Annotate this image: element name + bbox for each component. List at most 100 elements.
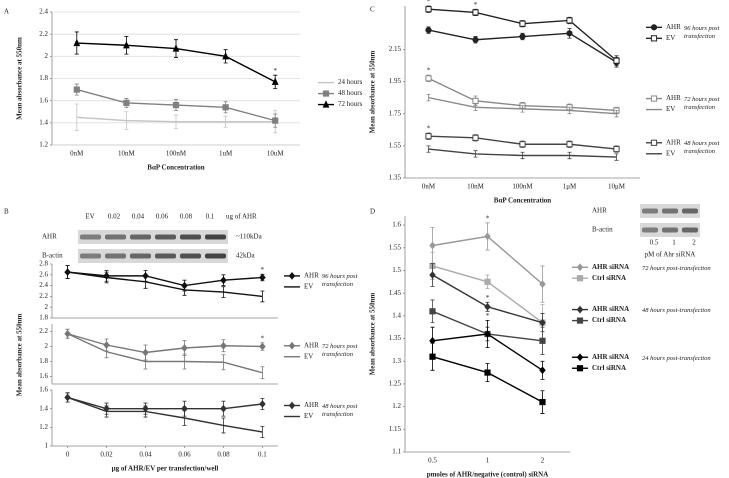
blot-column-label: 2 bbox=[692, 239, 696, 247]
marker bbox=[576, 365, 584, 372]
legend-group-label: 72 hours post transfection bbox=[322, 343, 358, 359]
marker bbox=[288, 272, 296, 280]
x-tick-label: 10uM bbox=[267, 150, 285, 158]
series-line bbox=[67, 396, 263, 433]
legend-label: EV bbox=[304, 283, 313, 291]
significance-mark: * bbox=[486, 214, 490, 222]
blot-band bbox=[155, 234, 176, 240]
marker bbox=[539, 366, 546, 375]
legend-group-label: 48 hours post-transfection bbox=[642, 307, 711, 315]
y-tick-label: 1.2 bbox=[39, 141, 48, 149]
blot-row-label: AHR bbox=[42, 233, 57, 241]
legend-group-label: 48 hours post transfection bbox=[322, 403, 358, 418]
x-tick-label: 2 bbox=[541, 457, 545, 465]
error-bar bbox=[182, 284, 187, 296]
blot-strip bbox=[78, 230, 228, 244]
y-tick-label: 1.35 bbox=[389, 174, 402, 182]
y-tick-label: 1.55 bbox=[389, 243, 402, 251]
blot-band bbox=[642, 227, 658, 233]
marker bbox=[539, 337, 546, 344]
error-bar bbox=[182, 410, 187, 426]
marker bbox=[259, 400, 266, 408]
y-tick-label: 2 bbox=[45, 342, 49, 350]
panel-label: A bbox=[4, 8, 9, 16]
marker bbox=[650, 35, 658, 42]
marker bbox=[472, 97, 479, 104]
marker bbox=[650, 95, 658, 102]
y-tick-label: 2.6 bbox=[39, 270, 48, 278]
y-tick-label: 1.6 bbox=[392, 221, 401, 229]
marker bbox=[484, 278, 491, 285]
y-tick-label: 1.2 bbox=[39, 423, 48, 431]
x-tick-label: 0.04 bbox=[139, 451, 152, 459]
legend-label: EV bbox=[666, 149, 675, 157]
error-bar bbox=[174, 114, 178, 129]
blot-band bbox=[662, 227, 678, 233]
blot-band bbox=[642, 208, 658, 214]
marker bbox=[566, 30, 573, 37]
marker bbox=[222, 104, 229, 111]
y-tick-label: 2.8 bbox=[39, 260, 48, 268]
y-tick-label: 2.15 bbox=[389, 45, 402, 53]
error-bar bbox=[74, 103, 79, 131]
error-bar bbox=[65, 328, 70, 339]
error-bar bbox=[104, 271, 109, 284]
blot-row-label: B-actin bbox=[592, 226, 613, 234]
panel-label: D bbox=[370, 208, 375, 216]
marker bbox=[220, 341, 227, 350]
marker bbox=[484, 330, 491, 338]
y-tick-label: 1.15 bbox=[389, 425, 402, 433]
series-line bbox=[67, 271, 263, 298]
error-bar bbox=[520, 105, 525, 113]
legend-group-label: 72 hours post-transfection bbox=[642, 264, 711, 272]
series-line bbox=[67, 333, 263, 354]
blot-unit: ug of AHR bbox=[226, 213, 257, 221]
y-tick-label: 1.95 bbox=[389, 77, 402, 85]
marker bbox=[576, 353, 584, 362]
y-tick-label: 1 bbox=[45, 442, 49, 450]
marker bbox=[259, 342, 266, 351]
x-tick-label: 0.08 bbox=[217, 451, 230, 459]
blot-column-label: 1 bbox=[672, 239, 676, 247]
blot-band bbox=[180, 253, 201, 259]
x-tick-label: 0.02 bbox=[100, 451, 113, 459]
y-tick-label: 1.1 bbox=[392, 448, 401, 456]
y-axis-label: Mean absorbance at 550nm bbox=[16, 314, 24, 397]
error-bar bbox=[426, 94, 431, 102]
marker bbox=[484, 369, 491, 376]
error-bar bbox=[143, 353, 148, 370]
marker bbox=[566, 141, 573, 148]
legend-label: 48 hours bbox=[338, 89, 363, 97]
legend-group-label: 72 hours post transfection bbox=[684, 96, 720, 112]
marker bbox=[650, 139, 658, 146]
blot-band bbox=[80, 253, 101, 259]
legend-label: AHR bbox=[304, 341, 319, 349]
x-tick-label: 100nM bbox=[166, 150, 187, 158]
panel-label: C bbox=[370, 6, 375, 14]
y-tick-label: 1.8 bbox=[39, 357, 48, 365]
error-bar bbox=[104, 345, 109, 359]
marker bbox=[650, 24, 658, 31]
marker bbox=[220, 404, 227, 413]
x-tick-label: 10nM bbox=[118, 150, 136, 158]
error-bar bbox=[182, 353, 187, 370]
marker bbox=[576, 263, 584, 272]
marker bbox=[472, 134, 479, 141]
error-bar bbox=[223, 115, 228, 128]
marker bbox=[539, 398, 546, 406]
error-bar bbox=[260, 366, 265, 380]
x-axis-label: pmoles of AHR/negative (control) siRNA bbox=[427, 471, 549, 478]
blot-size-label: 42kDa bbox=[236, 252, 256, 260]
marker bbox=[425, 27, 432, 34]
marker bbox=[613, 57, 620, 64]
blot-column-label: 0.04 bbox=[132, 213, 145, 221]
y-tick-label: 1.5 bbox=[392, 266, 401, 274]
blot-row-label: AHR bbox=[592, 207, 607, 215]
x-tick-label: 0nM bbox=[422, 183, 436, 191]
error-bar bbox=[614, 153, 619, 161]
legend-label: AHR bbox=[666, 138, 681, 146]
x-tick-label: 0 bbox=[66, 451, 70, 459]
marker bbox=[484, 232, 491, 241]
blot-column-label: 0.5 bbox=[650, 239, 659, 247]
